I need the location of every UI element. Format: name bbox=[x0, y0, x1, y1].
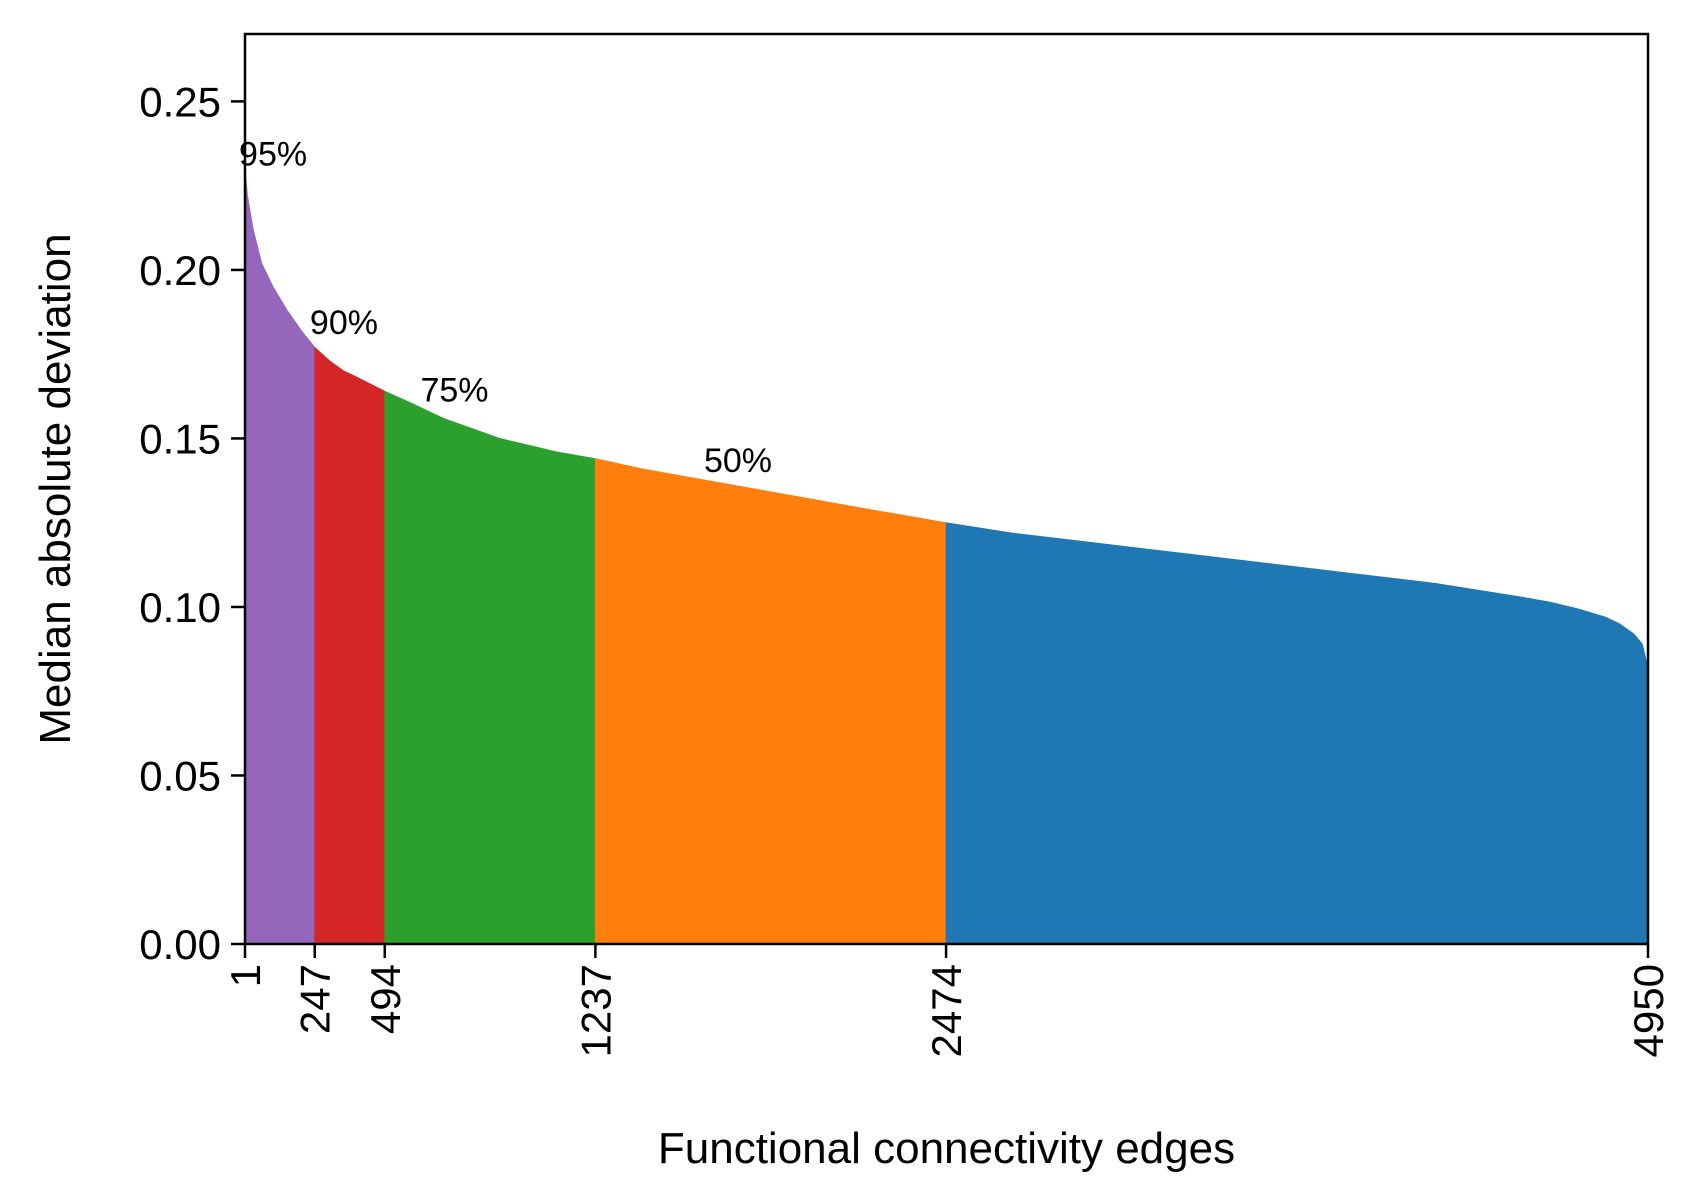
x-tick-label: 4950 bbox=[1625, 964, 1672, 1057]
segment-annotation: 50% bbox=[704, 442, 772, 480]
x-tick-label: 494 bbox=[362, 964, 409, 1034]
y-axis: 0.00 0.05 0.10 0.15 0.20 0.25 bbox=[139, 78, 245, 968]
segment-area-4 bbox=[595, 458, 947, 945]
x-tick-label: 1237 bbox=[572, 964, 619, 1057]
y-tick-label: 0.25 bbox=[139, 78, 221, 125]
y-axis-label: Median absolute deviation bbox=[31, 233, 80, 744]
y-tick-label: 0.15 bbox=[139, 415, 221, 462]
segment-area-5 bbox=[945, 522, 1649, 945]
segment-area-3 bbox=[384, 390, 596, 945]
x-tick-label: 247 bbox=[292, 964, 339, 1034]
y-tick-label: 0.00 bbox=[139, 921, 221, 968]
x-tick-label: 2474 bbox=[923, 964, 970, 1057]
segment-annotation: 90% bbox=[310, 304, 378, 342]
segment-areas bbox=[244, 168, 1649, 945]
x-axis-label: Functional connectivity edges bbox=[658, 1124, 1235, 1173]
x-axis: 1 247 494 1237 2474 4950 bbox=[222, 944, 1672, 1057]
segment-annotation: 75% bbox=[420, 371, 488, 409]
segment-area-1 bbox=[244, 168, 316, 945]
y-tick-label: 0.10 bbox=[139, 584, 221, 631]
segment-annotation: 95% bbox=[239, 135, 307, 173]
y-tick-label: 0.20 bbox=[139, 247, 221, 294]
x-tick-label: 1 bbox=[222, 964, 269, 987]
y-tick-label: 0.05 bbox=[139, 752, 221, 799]
segment-area-2 bbox=[314, 346, 386, 945]
segment-annotations: 95% 90% 75% 50% bbox=[239, 135, 772, 480]
